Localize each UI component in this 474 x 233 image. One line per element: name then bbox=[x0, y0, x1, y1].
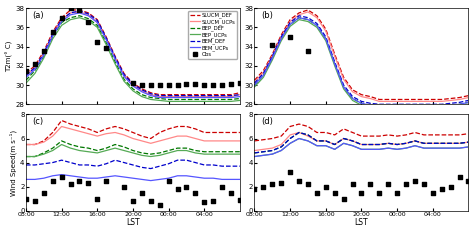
Point bbox=[147, 83, 155, 87]
Point bbox=[340, 197, 347, 201]
Point bbox=[366, 182, 374, 186]
Point bbox=[102, 179, 110, 182]
Text: (b): (b) bbox=[261, 11, 273, 20]
Point bbox=[191, 191, 199, 195]
Point bbox=[120, 185, 128, 188]
Point bbox=[236, 81, 244, 85]
Point bbox=[227, 82, 235, 86]
Point bbox=[58, 16, 65, 20]
Point bbox=[375, 191, 383, 195]
Point bbox=[67, 182, 74, 186]
Point bbox=[358, 191, 365, 195]
Point bbox=[219, 185, 226, 188]
Point bbox=[31, 62, 39, 66]
Point bbox=[268, 182, 276, 186]
Point bbox=[76, 8, 83, 12]
Point bbox=[201, 83, 208, 87]
Point bbox=[349, 182, 356, 186]
Point bbox=[227, 191, 235, 195]
Point bbox=[84, 181, 92, 185]
Point bbox=[31, 199, 39, 203]
Point bbox=[420, 182, 428, 186]
Point bbox=[447, 185, 455, 188]
Point bbox=[210, 83, 217, 87]
Point bbox=[295, 179, 303, 182]
Point bbox=[304, 49, 312, 53]
Point bbox=[40, 191, 47, 195]
Point bbox=[147, 199, 155, 203]
Point bbox=[304, 182, 312, 186]
Point bbox=[384, 182, 392, 186]
Legend: SLUCM_DEF, SLUCM_UCPs, BEP_DEF, BEP_UCPs, BEM_DEF, BEM_UCPs, Obs: SLUCM_DEF, SLUCM_UCPs, BEP_DEF, BEP_UCPs… bbox=[188, 11, 237, 59]
Point bbox=[40, 49, 47, 53]
Point bbox=[219, 83, 226, 87]
Point bbox=[286, 170, 294, 174]
Point bbox=[411, 179, 419, 182]
Point bbox=[173, 187, 181, 191]
Point bbox=[277, 181, 285, 185]
Point bbox=[156, 203, 164, 206]
Point bbox=[138, 83, 146, 87]
Point bbox=[402, 182, 410, 186]
Point bbox=[22, 69, 30, 72]
Y-axis label: T2m(° C): T2m(° C) bbox=[6, 41, 13, 72]
Text: (c): (c) bbox=[32, 117, 44, 126]
Point bbox=[322, 185, 329, 188]
Point bbox=[156, 83, 164, 87]
Point bbox=[456, 175, 463, 179]
Point bbox=[102, 47, 110, 50]
Point bbox=[58, 175, 65, 179]
Text: (a): (a) bbox=[32, 11, 44, 20]
Text: (d): (d) bbox=[261, 117, 273, 126]
Point bbox=[438, 187, 446, 191]
Point bbox=[22, 197, 30, 201]
Point bbox=[49, 179, 56, 182]
Point bbox=[393, 191, 401, 195]
Point bbox=[129, 199, 137, 203]
Point bbox=[76, 179, 83, 182]
Point bbox=[182, 82, 190, 86]
Point bbox=[182, 185, 190, 188]
Y-axis label: Wind Speed(m s⁻¹): Wind Speed(m s⁻¹) bbox=[10, 130, 17, 196]
Point bbox=[236, 198, 244, 202]
X-axis label: LST: LST bbox=[355, 219, 368, 227]
Point bbox=[138, 191, 146, 195]
Point bbox=[93, 40, 101, 44]
Point bbox=[165, 179, 173, 182]
Point bbox=[67, 6, 74, 10]
Point bbox=[165, 83, 173, 87]
Point bbox=[286, 35, 294, 39]
X-axis label: LST: LST bbox=[126, 219, 140, 227]
Point bbox=[465, 179, 472, 182]
Point bbox=[268, 43, 276, 47]
Point bbox=[191, 82, 199, 86]
Point bbox=[313, 191, 321, 195]
Point bbox=[173, 83, 181, 87]
Point bbox=[93, 197, 101, 201]
Point bbox=[129, 81, 137, 85]
Point bbox=[331, 191, 338, 195]
Point bbox=[49, 30, 56, 34]
Point bbox=[429, 191, 437, 195]
Point bbox=[251, 187, 258, 191]
Point bbox=[84, 21, 92, 24]
Point bbox=[260, 185, 267, 188]
Point bbox=[210, 199, 217, 203]
Point bbox=[201, 200, 208, 204]
